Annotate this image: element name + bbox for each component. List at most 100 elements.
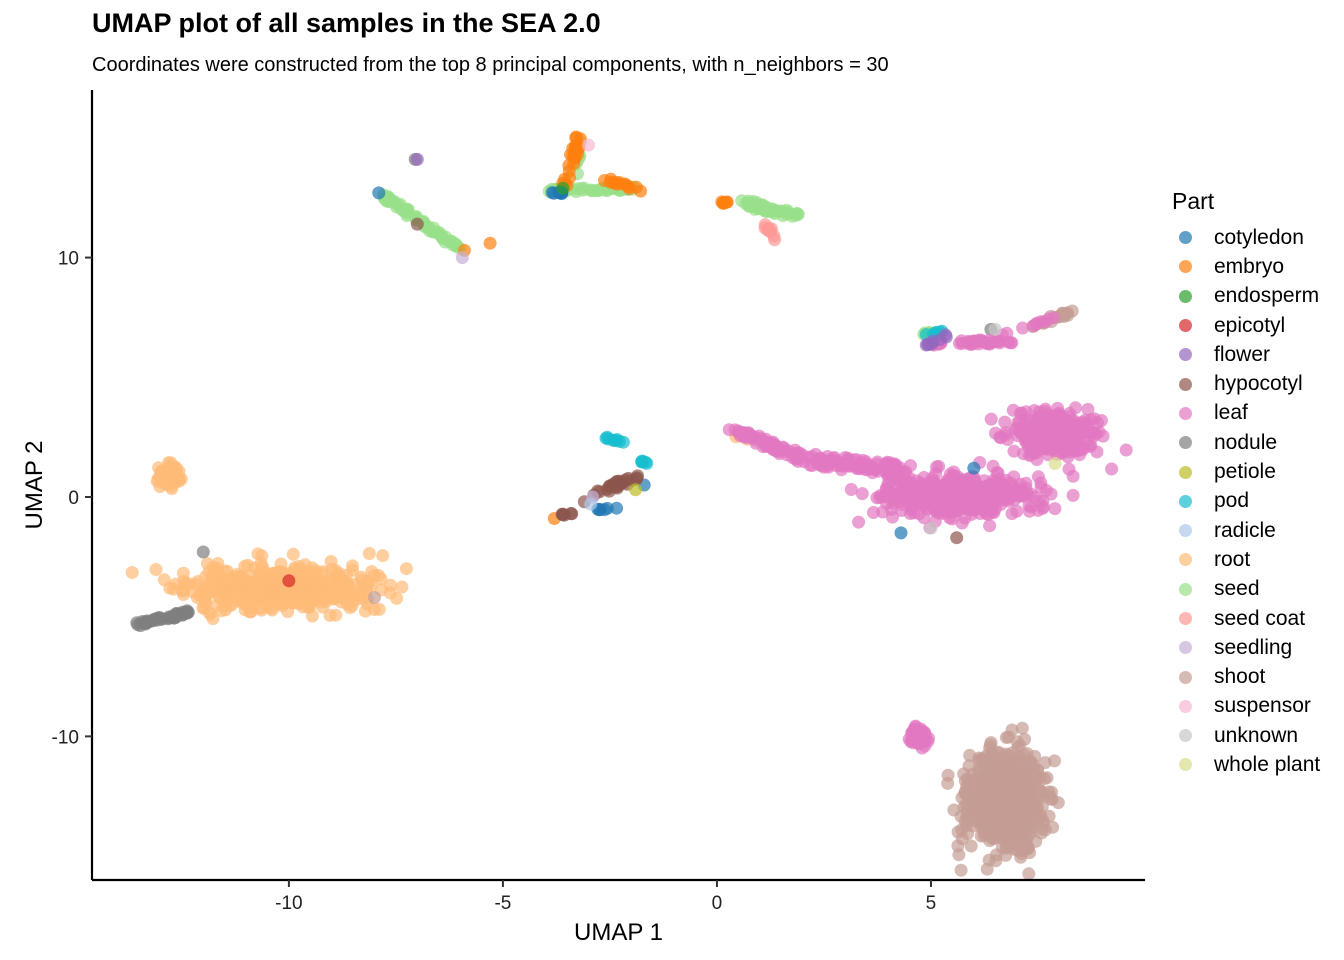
point-root (257, 590, 271, 604)
point-root (215, 604, 229, 618)
point-shoot (1001, 761, 1015, 775)
point-shoot (1025, 768, 1039, 782)
point-root (399, 562, 413, 576)
point-leaf (1076, 426, 1089, 440)
point-leaf (829, 454, 843, 468)
point-leaf (955, 337, 969, 350)
chart-subtitle: Coordinates were constructed from the to… (92, 54, 889, 76)
point-cotyledon (610, 501, 624, 515)
point-nodule (137, 616, 151, 630)
point-leaf (1022, 504, 1036, 518)
legend-label: radicle (1214, 518, 1276, 542)
legend-swatch (1179, 641, 1192, 655)
point-shoot (368, 591, 381, 604)
point-root (355, 573, 369, 587)
point-leaf (1016, 321, 1030, 335)
series-leaf (722, 311, 1133, 755)
legend-swatch (1179, 465, 1192, 479)
point-root (157, 573, 171, 587)
point-root (281, 605, 295, 619)
point-leaf (1062, 462, 1076, 476)
legend-item-unknown: unknown (1172, 721, 1320, 750)
series-pod (599, 324, 949, 470)
point-seedling (455, 251, 469, 265)
point-shoot (980, 761, 994, 775)
point-shoot (1010, 735, 1024, 749)
point-shoot (954, 863, 968, 877)
point-shoot (1011, 795, 1025, 809)
point-embryo (618, 178, 632, 192)
series-endosperm (556, 181, 570, 195)
point-leaf (880, 496, 893, 510)
point-leaf (930, 460, 944, 474)
series-suspensor (582, 138, 595, 152)
legend-label: seedling (1214, 635, 1293, 659)
point-root (325, 562, 339, 576)
point-leaf (1091, 416, 1104, 430)
point-leaf (1066, 488, 1080, 502)
legend-swatch (1179, 758, 1192, 772)
point-leaf (1015, 406, 1029, 420)
legend: Part cotyledon embryo endosperm epicotyl flo… (1172, 188, 1320, 780)
point-endosperm (556, 181, 570, 195)
point-leaf (1119, 443, 1133, 457)
point-root (346, 563, 360, 577)
point-shoot (995, 841, 1009, 855)
point-leaf (954, 497, 967, 511)
point-epicotyl (282, 574, 296, 588)
point-leaf (993, 430, 1007, 444)
point-seed-coat (763, 223, 776, 237)
y-tick-label: -10 (52, 727, 79, 748)
point-shoot (1007, 773, 1021, 787)
legend-swatch (1179, 377, 1192, 391)
legend-label: suspensor (1214, 694, 1311, 718)
point-leaf (1027, 404, 1041, 417)
legend-item-seedling: seedling (1172, 633, 1320, 662)
point-leaf (984, 412, 998, 426)
point-root (329, 608, 343, 622)
point-shoot (1015, 721, 1029, 735)
point-leaf (917, 511, 931, 525)
legend-item-endosperm: endosperm (1172, 282, 1320, 311)
series-root (125, 428, 761, 626)
point-leaf (1030, 453, 1044, 466)
point-leaf (974, 334, 988, 348)
point-cotyledon (600, 501, 614, 515)
point-leaf (967, 471, 981, 485)
legend-swatch (1179, 729, 1192, 743)
point-leaf (1010, 504, 1024, 518)
point-leaf (1105, 462, 1119, 476)
point-root (348, 593, 362, 607)
point-hypocotyl (950, 531, 964, 545)
legend-item-embryo: embryo (1172, 252, 1320, 281)
point-shoot (1018, 755, 1032, 769)
legend-swatch (1179, 612, 1192, 625)
legend-label: seed (1214, 577, 1260, 601)
point-leaf (1039, 437, 1053, 451)
legend-swatch (1179, 231, 1192, 245)
legend-item-suspensor: suspensor (1172, 692, 1320, 721)
legend-swatch (1179, 319, 1192, 333)
point-leaf (955, 516, 969, 530)
point-shoot (965, 775, 979, 789)
point-nodule (196, 545, 210, 559)
legend-item-flower: flower (1172, 340, 1320, 369)
legend-item-shoot: shoot (1172, 662, 1320, 691)
point-root (256, 560, 270, 574)
legend-label: shoot (1214, 665, 1266, 689)
legend-swatch (1179, 494, 1192, 508)
x-tick-label: 0 (712, 893, 723, 914)
x-tick-label: 5 (926, 893, 937, 914)
legend-label: nodule (1214, 430, 1278, 454)
legend-label: cotyledon (1214, 225, 1304, 249)
series-embryo (457, 130, 734, 525)
x-axis-label: UMAP 1 (574, 919, 663, 946)
point-leaf (866, 466, 880, 480)
point-root (273, 566, 287, 580)
legend-swatch (1179, 436, 1192, 450)
legend-swatch (1179, 406, 1192, 420)
legend-item-radicle: radicle (1172, 516, 1320, 545)
legend-item-seed-coat: seed coat (1172, 604, 1320, 633)
point-nodule (180, 605, 194, 619)
